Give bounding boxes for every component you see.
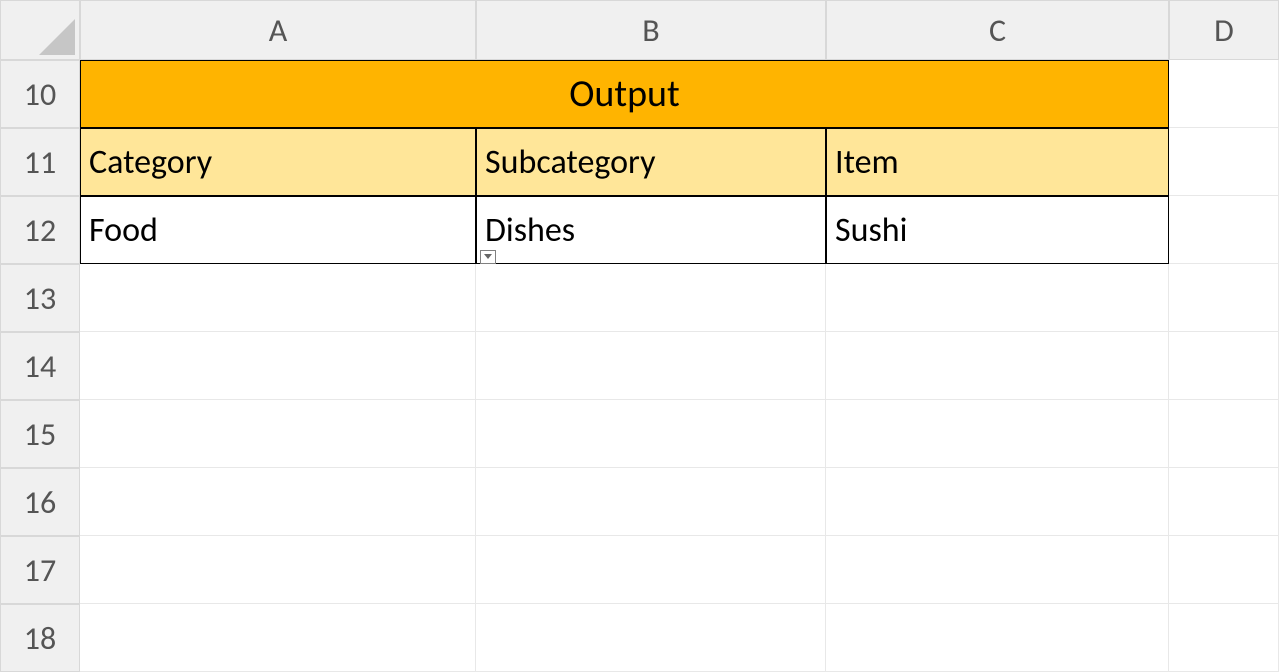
cell-A15[interactable] [80, 400, 476, 468]
output-data-subcategory[interactable]: Dishes [476, 196, 826, 264]
output-header-item[interactable]: Item [826, 128, 1169, 196]
cell-C18[interactable] [826, 604, 1169, 672]
col-header-C[interactable]: C [826, 0, 1169, 60]
output-data-item[interactable]: Sushi [826, 196, 1169, 264]
cell-D10[interactable] [1169, 60, 1279, 128]
cell-D14[interactable] [1169, 332, 1279, 400]
cell-A18[interactable] [80, 604, 476, 672]
cell-D12[interactable] [1169, 196, 1279, 264]
cell-A16[interactable] [80, 468, 476, 536]
cell-D17[interactable] [1169, 536, 1279, 604]
cell-B14[interactable] [476, 332, 826, 400]
select-all-corner[interactable] [0, 0, 80, 60]
cell-C15[interactable] [826, 400, 1169, 468]
row-header-12[interactable]: 12 [0, 196, 80, 264]
col-header-A[interactable]: A [80, 0, 476, 60]
output-title-merged[interactable]: Output [80, 60, 1169, 128]
row-header-18[interactable]: 18 [0, 604, 80, 672]
cell-D18[interactable] [1169, 604, 1279, 672]
row-header-13[interactable]: 13 [0, 264, 80, 332]
cell-B17[interactable] [476, 536, 826, 604]
row-header-11[interactable]: 11 [0, 128, 80, 196]
cell-B13[interactable] [476, 264, 826, 332]
cell-D11[interactable] [1169, 128, 1279, 196]
row-header-16[interactable]: 16 [0, 468, 80, 536]
cell-C16[interactable] [826, 468, 1169, 536]
output-data-category[interactable]: Food [80, 196, 476, 264]
cell-D13[interactable] [1169, 264, 1279, 332]
cell-B18[interactable] [476, 604, 826, 672]
cell-D15[interactable] [1169, 400, 1279, 468]
spreadsheet: A B C D 10 11 12 13 14 15 16 17 18 [0, 0, 1279, 672]
dropdown-icon[interactable] [480, 250, 496, 264]
col-header-B[interactable]: B [476, 0, 826, 60]
output-header-category[interactable]: Category [80, 128, 476, 196]
cell-B15[interactable] [476, 400, 826, 468]
cell-A14[interactable] [80, 332, 476, 400]
col-header-D[interactable]: D [1169, 0, 1279, 60]
cell-D16[interactable] [1169, 468, 1279, 536]
row-header-14[interactable]: 14 [0, 332, 80, 400]
row-header-17[interactable]: 17 [0, 536, 80, 604]
cell-A13[interactable] [80, 264, 476, 332]
output-header-subcategory[interactable]: Subcategory [476, 128, 826, 196]
row-header-10[interactable]: 10 [0, 60, 80, 128]
cell-A17[interactable] [80, 536, 476, 604]
row-header-15[interactable]: 15 [0, 400, 80, 468]
cell-B16[interactable] [476, 468, 826, 536]
cell-C13[interactable] [826, 264, 1169, 332]
cell-C17[interactable] [826, 536, 1169, 604]
cell-C14[interactable] [826, 332, 1169, 400]
